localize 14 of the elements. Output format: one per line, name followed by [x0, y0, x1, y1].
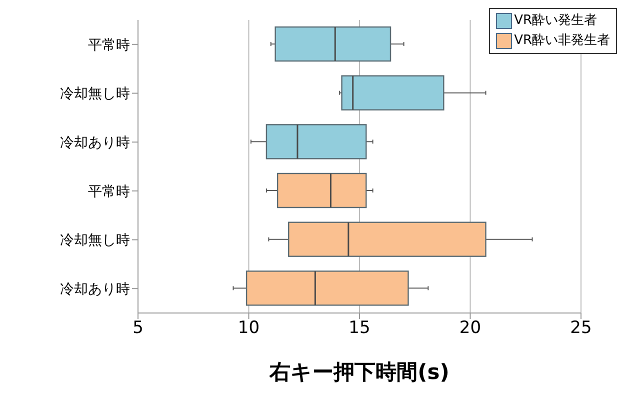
y-tick-label: 冷却あり時 — [60, 282, 130, 298]
x-tick-label: 20 — [459, 318, 482, 338]
y-tick-label: 平常時 — [88, 37, 130, 54]
y-tick-label: 平常時 — [88, 184, 130, 200]
x-axis-title: 右キー押下時間(s) — [268, 360, 450, 384]
y-tick-label: 冷却無し時 — [60, 232, 130, 249]
x-tick-label: 10 — [238, 318, 260, 338]
x-tick-label: 25 — [570, 318, 592, 338]
y-tick-label: 冷却無し時 — [60, 86, 130, 102]
x-tick-label: 5 — [132, 318, 144, 338]
legend-label: VR酔い発生者 — [514, 12, 597, 30]
legend-label: VR酔い非発生者 — [514, 32, 610, 50]
x-tick-label: 15 — [348, 318, 370, 338]
y-tick-label: 冷却あり時 — [60, 135, 130, 152]
